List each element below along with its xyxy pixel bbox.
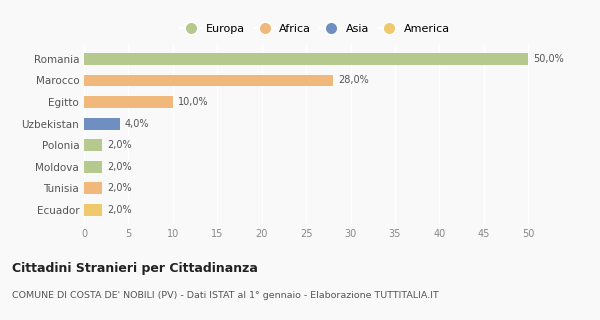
Bar: [84, 118, 119, 130]
Text: 2,0%: 2,0%: [107, 162, 132, 172]
Text: 28,0%: 28,0%: [338, 76, 369, 85]
Bar: [84, 75, 333, 86]
Bar: [84, 53, 528, 65]
Bar: [84, 96, 173, 108]
Text: 50,0%: 50,0%: [533, 54, 565, 64]
Bar: [84, 161, 102, 173]
Bar: [84, 139, 102, 151]
Text: COMUNE DI COSTA DE' NOBILI (PV) - Dati ISTAT al 1° gennaio - Elaborazione TUTTIT: COMUNE DI COSTA DE' NOBILI (PV) - Dati I…: [12, 291, 439, 300]
Text: 2,0%: 2,0%: [107, 205, 132, 215]
Bar: [84, 182, 102, 194]
Bar: [84, 204, 102, 216]
Text: 10,0%: 10,0%: [178, 97, 209, 107]
Text: 2,0%: 2,0%: [107, 140, 132, 150]
Text: 4,0%: 4,0%: [125, 119, 149, 129]
Text: 2,0%: 2,0%: [107, 183, 132, 193]
Legend: Europa, Africa, Asia, America: Europa, Africa, Asia, America: [176, 20, 454, 39]
Text: Cittadini Stranieri per Cittadinanza: Cittadini Stranieri per Cittadinanza: [12, 262, 258, 276]
